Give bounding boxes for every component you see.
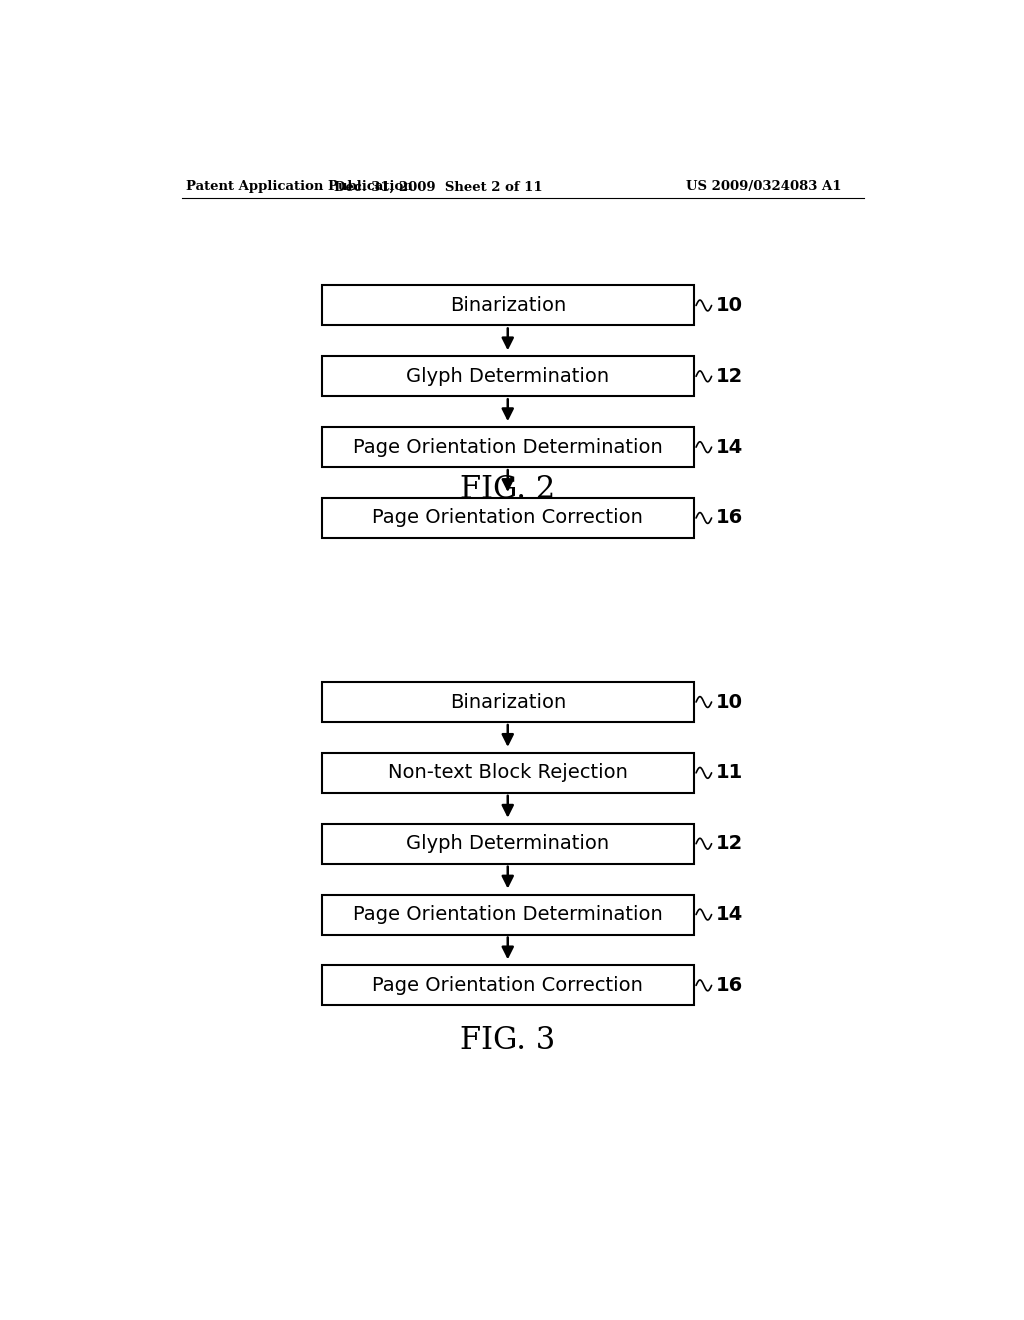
Text: 14: 14 bbox=[716, 438, 743, 457]
Text: Non-text Block Rejection: Non-text Block Rejection bbox=[388, 763, 628, 783]
Text: FIG. 3: FIG. 3 bbox=[460, 1024, 555, 1056]
Text: Glyph Determination: Glyph Determination bbox=[407, 834, 609, 853]
Bar bbox=[322, 356, 693, 396]
Text: Page Orientation Determination: Page Orientation Determination bbox=[353, 906, 663, 924]
Bar bbox=[322, 895, 693, 935]
Text: 12: 12 bbox=[716, 367, 743, 385]
Text: Page Orientation Correction: Page Orientation Correction bbox=[373, 975, 643, 995]
Text: 10: 10 bbox=[716, 296, 743, 315]
Bar bbox=[322, 285, 693, 326]
Text: Page Orientation Determination: Page Orientation Determination bbox=[353, 438, 663, 457]
Text: 16: 16 bbox=[716, 508, 743, 528]
Text: Binarization: Binarization bbox=[450, 693, 566, 711]
Text: 11: 11 bbox=[716, 763, 743, 783]
Bar bbox=[322, 965, 693, 1006]
Text: US 2009/0324083 A1: US 2009/0324083 A1 bbox=[686, 181, 842, 194]
Text: FIG. 2: FIG. 2 bbox=[460, 474, 555, 506]
Text: Binarization: Binarization bbox=[450, 296, 566, 315]
Text: Page Orientation Correction: Page Orientation Correction bbox=[373, 508, 643, 528]
Bar bbox=[322, 498, 693, 539]
Text: 10: 10 bbox=[716, 693, 743, 711]
Bar bbox=[322, 682, 693, 722]
Bar bbox=[322, 428, 693, 467]
Text: 12: 12 bbox=[716, 834, 743, 853]
Text: 14: 14 bbox=[716, 906, 743, 924]
Bar bbox=[322, 752, 693, 793]
Text: Patent Application Publication: Patent Application Publication bbox=[186, 181, 413, 194]
Text: Glyph Determination: Glyph Determination bbox=[407, 367, 609, 385]
Bar bbox=[322, 824, 693, 863]
Text: Dec. 31, 2009  Sheet 2 of 11: Dec. 31, 2009 Sheet 2 of 11 bbox=[334, 181, 543, 194]
Text: 16: 16 bbox=[716, 975, 743, 995]
